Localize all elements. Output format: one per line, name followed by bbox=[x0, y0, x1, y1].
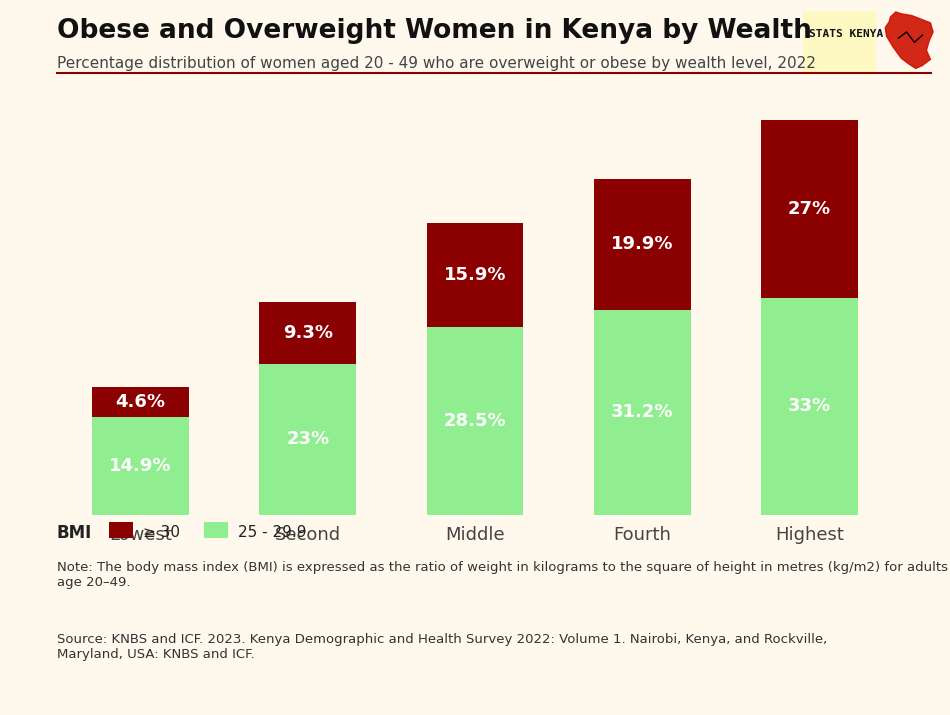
Text: Percentage distribution of women aged 20 - 49 who are overweight or obese by wea: Percentage distribution of women aged 20… bbox=[57, 56, 816, 71]
Text: Obese and Overweight Women in Kenya by Wealth: Obese and Overweight Women in Kenya by W… bbox=[57, 18, 812, 44]
Bar bbox=[803, 11, 876, 72]
Text: 23%: 23% bbox=[286, 430, 330, 448]
Bar bbox=[594, 179, 691, 310]
Text: 31.2%: 31.2% bbox=[611, 403, 674, 421]
Bar bbox=[427, 223, 523, 327]
Bar bbox=[427, 327, 523, 515]
Bar bbox=[259, 364, 356, 515]
Bar bbox=[92, 417, 189, 515]
Bar bbox=[594, 310, 691, 515]
Bar bbox=[761, 120, 858, 298]
Text: 33%: 33% bbox=[788, 398, 831, 415]
Text: 25 - 29.9: 25 - 29.9 bbox=[238, 526, 306, 540]
Text: 9.3%: 9.3% bbox=[283, 324, 332, 342]
Text: 19.9%: 19.9% bbox=[611, 235, 674, 253]
Text: 15.9%: 15.9% bbox=[444, 266, 506, 284]
Bar bbox=[761, 298, 858, 515]
Bar bbox=[259, 302, 356, 364]
Text: Source: KNBS and ICF. 2023. Kenya Demographic and Health Survey 2022: Volume 1. : Source: KNBS and ICF. 2023. Kenya Demogr… bbox=[57, 633, 827, 661]
Text: ≥ 30: ≥ 30 bbox=[142, 526, 180, 540]
Text: Note: The body mass index (BMI) is expressed as the ratio of weight in kilograms: Note: The body mass index (BMI) is expre… bbox=[57, 561, 948, 589]
Text: 27%: 27% bbox=[788, 200, 831, 218]
Polygon shape bbox=[885, 12, 933, 69]
Bar bbox=[92, 387, 189, 417]
Text: STATS KENYA: STATS KENYA bbox=[809, 29, 884, 39]
Text: 14.9%: 14.9% bbox=[109, 457, 172, 475]
Text: 4.6%: 4.6% bbox=[116, 393, 165, 410]
Text: BMI: BMI bbox=[57, 523, 92, 542]
Text: 28.5%: 28.5% bbox=[444, 412, 506, 430]
